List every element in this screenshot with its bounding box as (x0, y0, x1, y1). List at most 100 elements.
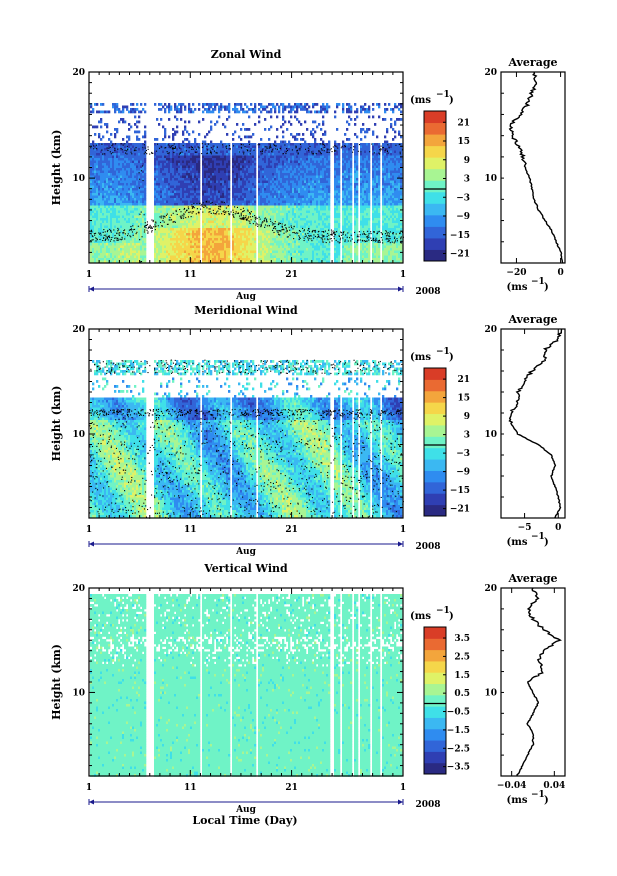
heatmap-cell (224, 258, 226, 261)
heatmap-cell (154, 198, 156, 201)
heatmap-cell (94, 246, 96, 249)
heatmap-cell (238, 161, 240, 164)
heatmap-cell (172, 233, 174, 236)
heatmap-cell (132, 143, 134, 146)
heatmap-cell (238, 258, 240, 261)
heatmap-cell (234, 238, 236, 241)
heatmap-cell (198, 161, 200, 164)
heatmap-cell (104, 111, 106, 114)
heatmap-cell (104, 161, 106, 164)
heatmap-cell (236, 146, 238, 149)
heatmap-cell (126, 216, 128, 219)
heatmap-cell (264, 193, 266, 196)
heatmap-cell (142, 173, 144, 176)
heatmap-cell (102, 258, 104, 261)
heatmap-cell (218, 231, 220, 234)
heatmap-cell (128, 238, 130, 241)
heatmap-cell (246, 146, 248, 149)
heatmap-cell (126, 178, 128, 181)
heatmap-cell (184, 231, 186, 234)
heatmap-cell (178, 233, 180, 236)
heatmap-cell (226, 106, 228, 109)
heatmap-cell (136, 126, 138, 129)
heatmap-cell (246, 256, 248, 259)
heatmap-cell (174, 168, 176, 171)
heatmap-cell (168, 118, 170, 121)
heatmap-cell (94, 171, 96, 174)
heatmap-cell (210, 198, 212, 201)
heatmap-cell (188, 108, 190, 111)
heatmap-cell (178, 223, 180, 226)
heatmap-cell (176, 108, 178, 111)
heatmap-cell (220, 146, 222, 149)
heatmap-cell (208, 226, 210, 229)
heatmap-cell (284, 141, 286, 144)
heatmap-cell (194, 253, 196, 256)
heatmap-cell (106, 111, 108, 114)
heatmap-cell (102, 213, 104, 216)
heatmap-cell (126, 208, 128, 211)
heatmap-cell (262, 108, 264, 111)
heatmap-cell (108, 246, 110, 249)
heatmap-cell (278, 153, 280, 156)
heatmap-cell (128, 231, 130, 234)
heatmap-cell (234, 243, 236, 246)
heatmap-cell (180, 191, 182, 194)
heatmap-cell (288, 186, 290, 189)
heatmap-cell (224, 228, 226, 231)
heatmap-cell (272, 173, 274, 176)
heatmap-cell (284, 193, 286, 196)
heatmap-cell (94, 228, 96, 231)
heatmap-cell (228, 161, 230, 164)
heatmap-cell (280, 166, 282, 169)
heatmap-cell (270, 201, 272, 204)
heatmap-cell (106, 163, 108, 166)
heatmap-cell (164, 111, 166, 114)
heatmap-cell (222, 258, 224, 261)
heatmap-cell (102, 188, 104, 191)
heatmap-cell (250, 206, 252, 209)
heatmap-cell (216, 208, 218, 211)
heatmap-cell (224, 218, 226, 221)
heatmap-cell (118, 153, 120, 156)
heatmap-cell (242, 163, 244, 166)
heatmap-cell (186, 201, 188, 204)
heatmap-cell (236, 236, 238, 239)
heatmap-cell (134, 206, 136, 209)
heatmap-cell (218, 241, 220, 244)
heatmap-cell (270, 198, 272, 201)
heatmap-cell (164, 196, 166, 199)
heatmap-cell (254, 201, 256, 204)
heatmap-cell (144, 216, 146, 219)
heatmap-cell (240, 243, 242, 246)
heatmap-cell (122, 258, 124, 261)
heatmap-cell (144, 156, 146, 159)
heatmap-cell (116, 241, 118, 244)
heatmap-cell (214, 108, 216, 111)
heatmap-cell (244, 258, 246, 261)
heatmap-cell (258, 173, 260, 176)
heatmap-cell (130, 223, 132, 226)
heatmap-cell (264, 186, 266, 189)
heatmap-cell (156, 231, 158, 234)
heatmap-cell (228, 251, 230, 254)
heatmap-cell (244, 226, 246, 229)
heatmap-cell (288, 173, 290, 176)
heatmap-cell (112, 213, 114, 216)
heatmap-cell (246, 221, 248, 224)
heatmap-cell (246, 188, 248, 191)
heatmap-cell (112, 106, 114, 109)
heatmap-cell (138, 131, 140, 134)
heatmap-cell (132, 218, 134, 221)
heatmap-cell (156, 168, 158, 171)
heatmap-cell (290, 153, 292, 156)
heatmap-cell (248, 203, 250, 206)
heatmap-cell (90, 246, 92, 249)
heatmap-cell (284, 236, 286, 239)
heatmap-cell (94, 196, 96, 199)
heatmap-cell (238, 166, 240, 169)
heatmap-cell (162, 213, 164, 216)
heatmap-cell (106, 191, 108, 194)
heatmap-cell (254, 188, 256, 191)
heatmap-cell (266, 246, 268, 249)
